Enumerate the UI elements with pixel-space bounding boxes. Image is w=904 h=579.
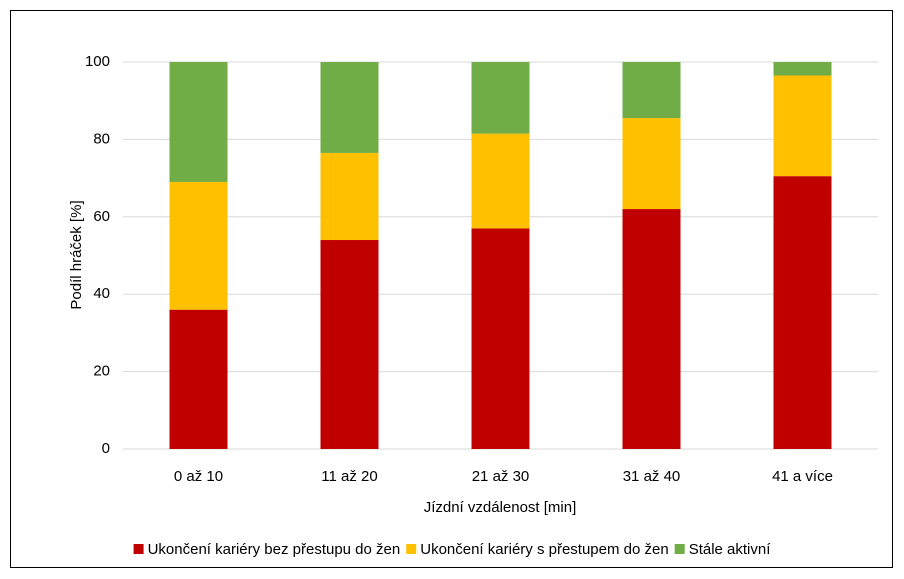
- y-tick-label: 0: [102, 440, 110, 457]
- bar-segment: [773, 62, 832, 76]
- legend-label: Stále aktivní: [689, 541, 772, 558]
- y-tick-label: 60: [93, 208, 110, 225]
- x-tick-label: 21 až 30: [472, 468, 530, 485]
- bar-segment: [471, 133, 530, 229]
- bar-segment: [169, 62, 228, 182]
- bar-segment: [320, 240, 379, 449]
- x-axis-label: Jízdní vzdálenost [min]: [424, 499, 577, 516]
- bar-segment: [773, 176, 832, 450]
- bar-segment: [622, 118, 681, 210]
- bar-segment: [471, 228, 530, 449]
- y-axis-label: Podíl hráček [%]: [68, 200, 85, 309]
- bar-segment: [773, 75, 832, 177]
- y-tick-label: 100: [85, 53, 110, 70]
- bar-segment: [471, 62, 530, 134]
- bar-segment: [622, 209, 681, 449]
- chart-frame: [10, 10, 893, 568]
- y-tick-label: 40: [93, 285, 110, 302]
- bar-segment: [320, 152, 379, 241]
- legend-swatch: [406, 544, 417, 554]
- x-tick-label: 0 až 10: [174, 468, 223, 485]
- y-tick-label: 80: [93, 130, 110, 147]
- legend-label: Ukončení kariéry s přestupem do žen: [420, 541, 668, 558]
- bar-segment: [622, 62, 681, 119]
- bar-segment: [320, 62, 379, 153]
- y-tick-label: 20: [93, 363, 110, 380]
- bar-segment: [169, 309, 228, 449]
- x-tick-label: 11 až 20: [321, 468, 377, 485]
- legend-swatch: [674, 544, 685, 554]
- legend-label: Ukončení kariéry bez přestupu do žen: [148, 541, 401, 558]
- legend-swatch: [133, 544, 144, 554]
- x-tick-label: 41 a více: [772, 468, 833, 485]
- bar-segment: [169, 181, 228, 310]
- x-tick-label: 31 až 40: [623, 468, 681, 485]
